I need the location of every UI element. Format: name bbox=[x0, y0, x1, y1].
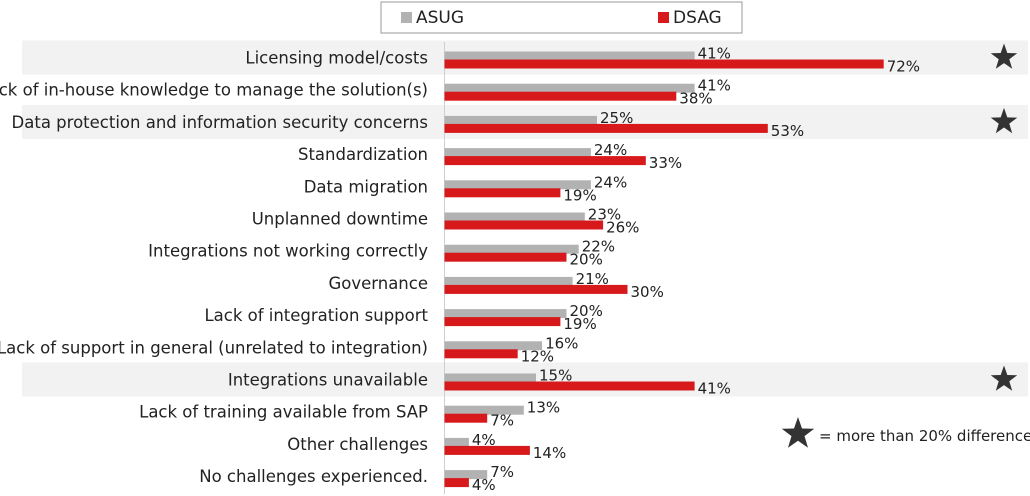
category-label: Standardization bbox=[298, 145, 428, 164]
bar-dsag bbox=[444, 413, 488, 423]
bar-dsag bbox=[444, 220, 604, 230]
category-label: Lack of integration support bbox=[204, 306, 428, 325]
value-label-asug: 20% bbox=[570, 302, 603, 320]
value-labels: 41%72%41%38%25%53%24%33%24%19%23%26%22%2… bbox=[472, 45, 920, 495]
category-label: Lack of in-house knowledge to manage the… bbox=[0, 81, 428, 100]
bar-asug bbox=[444, 437, 469, 447]
bar-asug bbox=[444, 115, 597, 125]
category-label: Lack of support in general (unrelated to… bbox=[0, 338, 428, 357]
category-label: Integrations unavailable bbox=[228, 371, 428, 390]
bar-asug bbox=[444, 180, 591, 190]
legend-swatch-asug bbox=[401, 12, 412, 23]
bar-asug bbox=[444, 276, 573, 286]
bar-dsag bbox=[444, 445, 530, 455]
star-icon bbox=[990, 43, 1018, 69]
bar-dsag bbox=[444, 59, 884, 69]
legend-box bbox=[380, 1, 743, 34]
legend-label-dsag: DSAG bbox=[673, 8, 722, 28]
value-label-asug: 4% bbox=[472, 431, 496, 449]
category-label: Lack of training available from SAP bbox=[139, 403, 428, 422]
star-note: = more than 20% difference bbox=[781, 417, 1030, 448]
bars bbox=[444, 51, 884, 488]
bar-dsag bbox=[444, 252, 567, 262]
value-label-dsag: 19% bbox=[563, 315, 596, 333]
value-label-asug: 25% bbox=[600, 109, 633, 127]
value-label-dsag: 19% bbox=[563, 186, 596, 204]
category-label: Governance bbox=[328, 274, 428, 293]
value-label-dsag: 38% bbox=[679, 90, 712, 108]
bar-dsag bbox=[444, 188, 561, 198]
value-label-asug: 24% bbox=[594, 141, 627, 159]
star-icon bbox=[990, 365, 1018, 391]
value-label-asug: 7% bbox=[490, 463, 514, 481]
value-label-dsag: 4% bbox=[472, 476, 496, 494]
bar-dsag bbox=[444, 156, 646, 166]
value-label-dsag: 53% bbox=[771, 122, 804, 140]
value-label-dsag: 26% bbox=[606, 219, 639, 237]
bar-dsag bbox=[444, 349, 518, 359]
star-icon bbox=[990, 107, 1018, 134]
category-label: Data migration bbox=[304, 177, 428, 196]
category-label: Unplanned downtime bbox=[252, 210, 428, 229]
bar-asug bbox=[444, 83, 695, 93]
bar-asug bbox=[444, 212, 585, 222]
bar-dsag bbox=[444, 478, 469, 488]
bar-asug bbox=[444, 470, 488, 480]
value-label-asug: 22% bbox=[582, 238, 615, 256]
bar-asug bbox=[444, 373, 536, 383]
bar-dsag bbox=[444, 284, 628, 294]
category-label: Licensing model/costs bbox=[245, 49, 428, 68]
value-label-asug: 41% bbox=[698, 77, 731, 95]
value-label-dsag: 7% bbox=[490, 412, 514, 430]
bar-asug bbox=[444, 341, 543, 351]
legend-label-asug: ASUG bbox=[416, 8, 464, 28]
bar-dsag bbox=[444, 317, 561, 327]
category-label: Other challenges bbox=[287, 435, 428, 454]
stars bbox=[990, 43, 1018, 391]
value-label-asug: 41% bbox=[698, 45, 731, 63]
value-label-dsag: 41% bbox=[698, 380, 731, 398]
value-label-dsag: 30% bbox=[631, 283, 664, 301]
star-icon bbox=[781, 417, 815, 448]
value-label-asug: 23% bbox=[588, 206, 621, 224]
bar-asug bbox=[444, 148, 591, 158]
value-label-asug: 15% bbox=[539, 367, 572, 385]
category-label: Data protection and information security… bbox=[12, 113, 428, 132]
value-label-dsag: 72% bbox=[887, 58, 920, 76]
bar-asug bbox=[444, 405, 524, 415]
legend: ASUG DSAG bbox=[380, 1, 743, 34]
legend-swatch-dsag bbox=[658, 12, 669, 23]
category-label: Integrations not working correctly bbox=[148, 242, 428, 261]
bar-asug bbox=[444, 309, 567, 319]
bar-dsag bbox=[444, 381, 695, 391]
value-label-dsag: 33% bbox=[649, 154, 682, 172]
bar-asug bbox=[444, 51, 695, 61]
bar-dsag bbox=[444, 123, 768, 133]
value-label-asug: 13% bbox=[527, 399, 560, 417]
value-label-asug: 21% bbox=[576, 270, 609, 288]
value-label-dsag: 20% bbox=[570, 251, 603, 269]
bar-dsag bbox=[444, 91, 677, 101]
value-label-asug: 24% bbox=[594, 173, 627, 191]
value-label-dsag: 12% bbox=[521, 347, 554, 365]
star-note-text: = more than 20% difference bbox=[819, 427, 1030, 445]
category-label: No challenges experienced. bbox=[199, 467, 428, 486]
bar-asug bbox=[444, 244, 579, 254]
value-label-asug: 16% bbox=[545, 334, 578, 352]
value-label-dsag: 14% bbox=[533, 444, 566, 462]
category-labels: Licensing model/costs Lack of in-house kn… bbox=[0, 49, 429, 487]
